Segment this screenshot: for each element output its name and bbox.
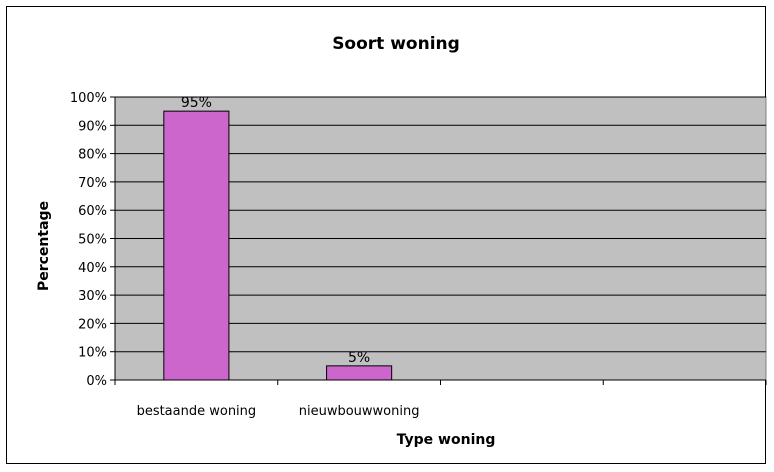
y-tick-label: 90% <box>78 119 107 134</box>
bar <box>163 110 230 381</box>
data-label: 5% <box>348 350 370 366</box>
category-label: nieuwbouwwoning <box>299 404 420 419</box>
y-tick-label: 40% <box>78 261 107 276</box>
y-tick-label: 30% <box>78 289 107 304</box>
y-tick-label: 20% <box>78 317 107 332</box>
y-tick-labels: 0% 10% 20% 30% 40% 50% 60% 70% 80% 90% 100% <box>70 91 115 389</box>
chart-title: Soort woning <box>332 34 460 54</box>
y-tick-label: 10% <box>78 346 107 361</box>
y-tick-label: 80% <box>78 148 107 163</box>
x-axis-title: Type woning <box>397 432 496 448</box>
category-label: bestaande woning <box>137 404 257 419</box>
data-labels: 95% 5% <box>181 95 370 366</box>
y-tick-label: 100% <box>70 91 107 106</box>
y-tick-label: 0% <box>86 374 107 389</box>
bar <box>326 365 393 381</box>
data-label: 95% <box>181 95 212 111</box>
category-labels: bestaande woning nieuwbouwwoning <box>137 404 420 419</box>
y-tick-label: 70% <box>78 176 107 191</box>
y-tick-label: 60% <box>78 204 107 219</box>
y-tick-label: 50% <box>78 233 107 248</box>
y-axis-title: Percentage <box>36 201 52 291</box>
x-axis-ticks <box>114 380 767 385</box>
